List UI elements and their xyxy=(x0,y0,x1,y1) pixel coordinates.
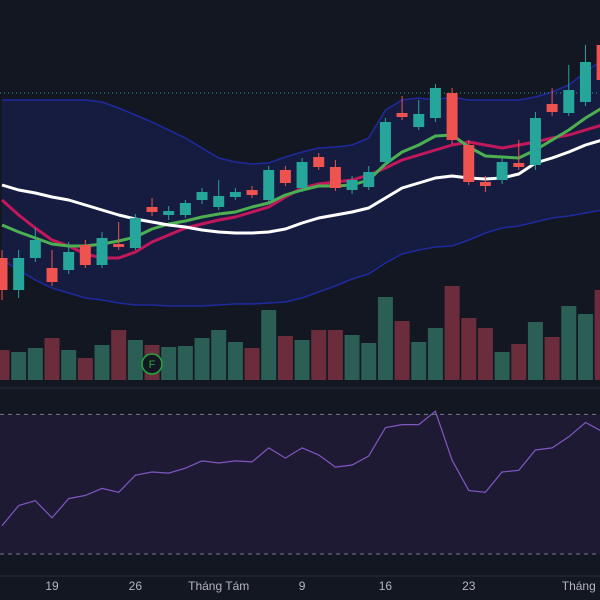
volume-bar xyxy=(94,345,110,380)
candle-body xyxy=(579,62,591,102)
volume-bar xyxy=(294,340,310,380)
event-label[interactable]: F xyxy=(149,359,156,371)
volume-bar xyxy=(77,358,93,380)
time-axis: 19 26 Tháng Tám 9 16 23 Tháng xyxy=(45,579,595,593)
volume-bar xyxy=(27,348,43,380)
volume-bar xyxy=(0,350,10,380)
candle-body xyxy=(229,192,241,197)
volume-bar xyxy=(111,330,127,380)
x-tick-label: Tháng Tám xyxy=(188,579,249,593)
band-upper xyxy=(2,60,600,165)
volume-bar xyxy=(494,352,510,380)
volume-bar xyxy=(44,338,60,380)
candle-body xyxy=(596,45,600,80)
candle-body xyxy=(529,118,541,165)
volume-bar xyxy=(411,342,427,380)
volume-bar xyxy=(11,352,27,380)
candle-body xyxy=(463,145,475,182)
volume-bar xyxy=(311,330,327,380)
volume-bar xyxy=(327,330,343,380)
candle-body xyxy=(379,122,391,162)
volume-bar xyxy=(244,348,260,380)
candle-body xyxy=(113,244,125,247)
candle-body xyxy=(96,238,108,265)
candle-body xyxy=(46,268,58,282)
candle-body xyxy=(479,182,491,186)
candle-body xyxy=(513,163,525,167)
candle-body xyxy=(329,167,341,188)
x-tick-label: 19 xyxy=(45,579,59,593)
volume-bar xyxy=(511,344,527,380)
volume-bar xyxy=(544,337,560,380)
volume-bar xyxy=(527,322,543,380)
candle-body xyxy=(29,240,41,258)
event-badge[interactable] xyxy=(141,353,163,375)
x-tick-label: 9 xyxy=(299,579,306,593)
volume-bar xyxy=(211,330,227,380)
x-tick-label: 16 xyxy=(379,579,393,593)
candle-body xyxy=(179,203,191,215)
candle-body xyxy=(546,104,558,112)
volume-bar xyxy=(194,338,210,380)
volume-bar xyxy=(61,350,77,380)
volume-pane xyxy=(0,286,600,380)
x-tick-label: Tháng xyxy=(562,579,596,593)
rsi-band-fill xyxy=(0,414,600,555)
candle-body xyxy=(413,114,425,127)
candle-body xyxy=(163,211,175,215)
volume-bar xyxy=(594,290,600,380)
candle-body xyxy=(296,162,308,188)
volume-bar xyxy=(477,328,493,380)
volume-bar xyxy=(461,318,477,380)
candle-body xyxy=(563,90,575,113)
candle-body xyxy=(129,218,141,248)
x-tick-label: 26 xyxy=(129,579,143,593)
rsi-pane xyxy=(0,410,600,555)
rsi-line xyxy=(1,410,600,527)
candle-body xyxy=(213,196,225,207)
candle-body xyxy=(63,252,75,270)
price-pane xyxy=(0,45,600,307)
volume-bar xyxy=(577,314,593,380)
candle-body xyxy=(363,172,375,187)
candle-body xyxy=(279,170,291,183)
candle-body xyxy=(79,245,91,265)
candle-body xyxy=(496,162,508,180)
band-lower xyxy=(1,209,600,307)
candle-body xyxy=(13,258,25,290)
volume-bar xyxy=(377,297,393,380)
volume-bar xyxy=(277,336,293,380)
volume-bar xyxy=(394,321,410,380)
volume-bar xyxy=(177,346,193,380)
volume-bar xyxy=(561,306,577,380)
volume-bar xyxy=(261,310,277,380)
candle-body xyxy=(396,113,408,117)
volume-bar xyxy=(227,342,243,380)
candle-body xyxy=(446,93,458,140)
volume-bar xyxy=(127,340,143,380)
candle-body xyxy=(0,258,8,290)
volume-bar xyxy=(444,286,460,380)
candle-body xyxy=(263,170,275,200)
candle-body xyxy=(246,190,258,195)
candle-body xyxy=(146,207,158,212)
volume-bar xyxy=(161,347,177,380)
volume-bar xyxy=(427,328,443,380)
volume-bar xyxy=(361,343,377,380)
x-tick-label: 23 xyxy=(462,579,476,593)
volume-bar xyxy=(344,335,360,380)
candle-body xyxy=(429,88,441,118)
candle-body xyxy=(313,157,325,167)
candle-body xyxy=(196,192,208,200)
candle-body xyxy=(346,180,358,190)
